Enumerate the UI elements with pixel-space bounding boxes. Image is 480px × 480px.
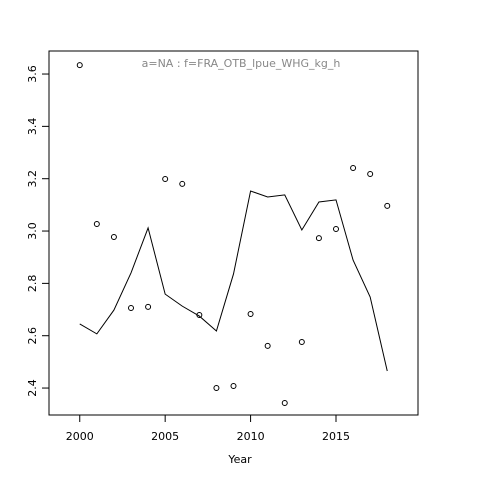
x-tick-label: 2010	[237, 430, 265, 443]
data-point	[76, 62, 83, 69]
data-point	[110, 234, 117, 241]
plot-frame	[48, 50, 419, 416]
chart-title: a=NA : f=FRA_OTB_lpue_WHG_kg_h	[142, 57, 341, 70]
data-point	[162, 175, 169, 182]
data-point	[230, 382, 237, 389]
y-tick-label: 2.8	[26, 275, 39, 293]
y-tick-label: 3.0	[26, 222, 39, 240]
y-tick-label: 3.6	[26, 65, 39, 83]
data-point	[93, 220, 100, 227]
y-tick-label: 2.4	[26, 379, 39, 397]
x-tick-label: 2005	[151, 430, 179, 443]
data-point	[333, 225, 339, 232]
y-tick-label: 2.6	[26, 327, 39, 345]
data-point	[247, 310, 254, 317]
data-point	[350, 164, 357, 171]
y-tick-label: 3.4	[26, 118, 39, 136]
data-point	[298, 338, 305, 345]
data-point	[281, 399, 288, 406]
data-point	[367, 170, 374, 177]
data-point	[264, 342, 271, 349]
data-line	[79, 190, 388, 372]
data-point	[384, 202, 391, 209]
x-tick-label: 2000	[66, 430, 94, 443]
data-point	[128, 304, 134, 311]
data-point	[213, 385, 220, 392]
data-point	[179, 180, 186, 187]
y-tick-label: 3.2	[26, 170, 39, 188]
x-tick-label: 2015	[322, 430, 350, 443]
x-axis-label: Year	[227, 453, 252, 466]
data-point	[145, 303, 152, 310]
data-point	[315, 235, 322, 242]
